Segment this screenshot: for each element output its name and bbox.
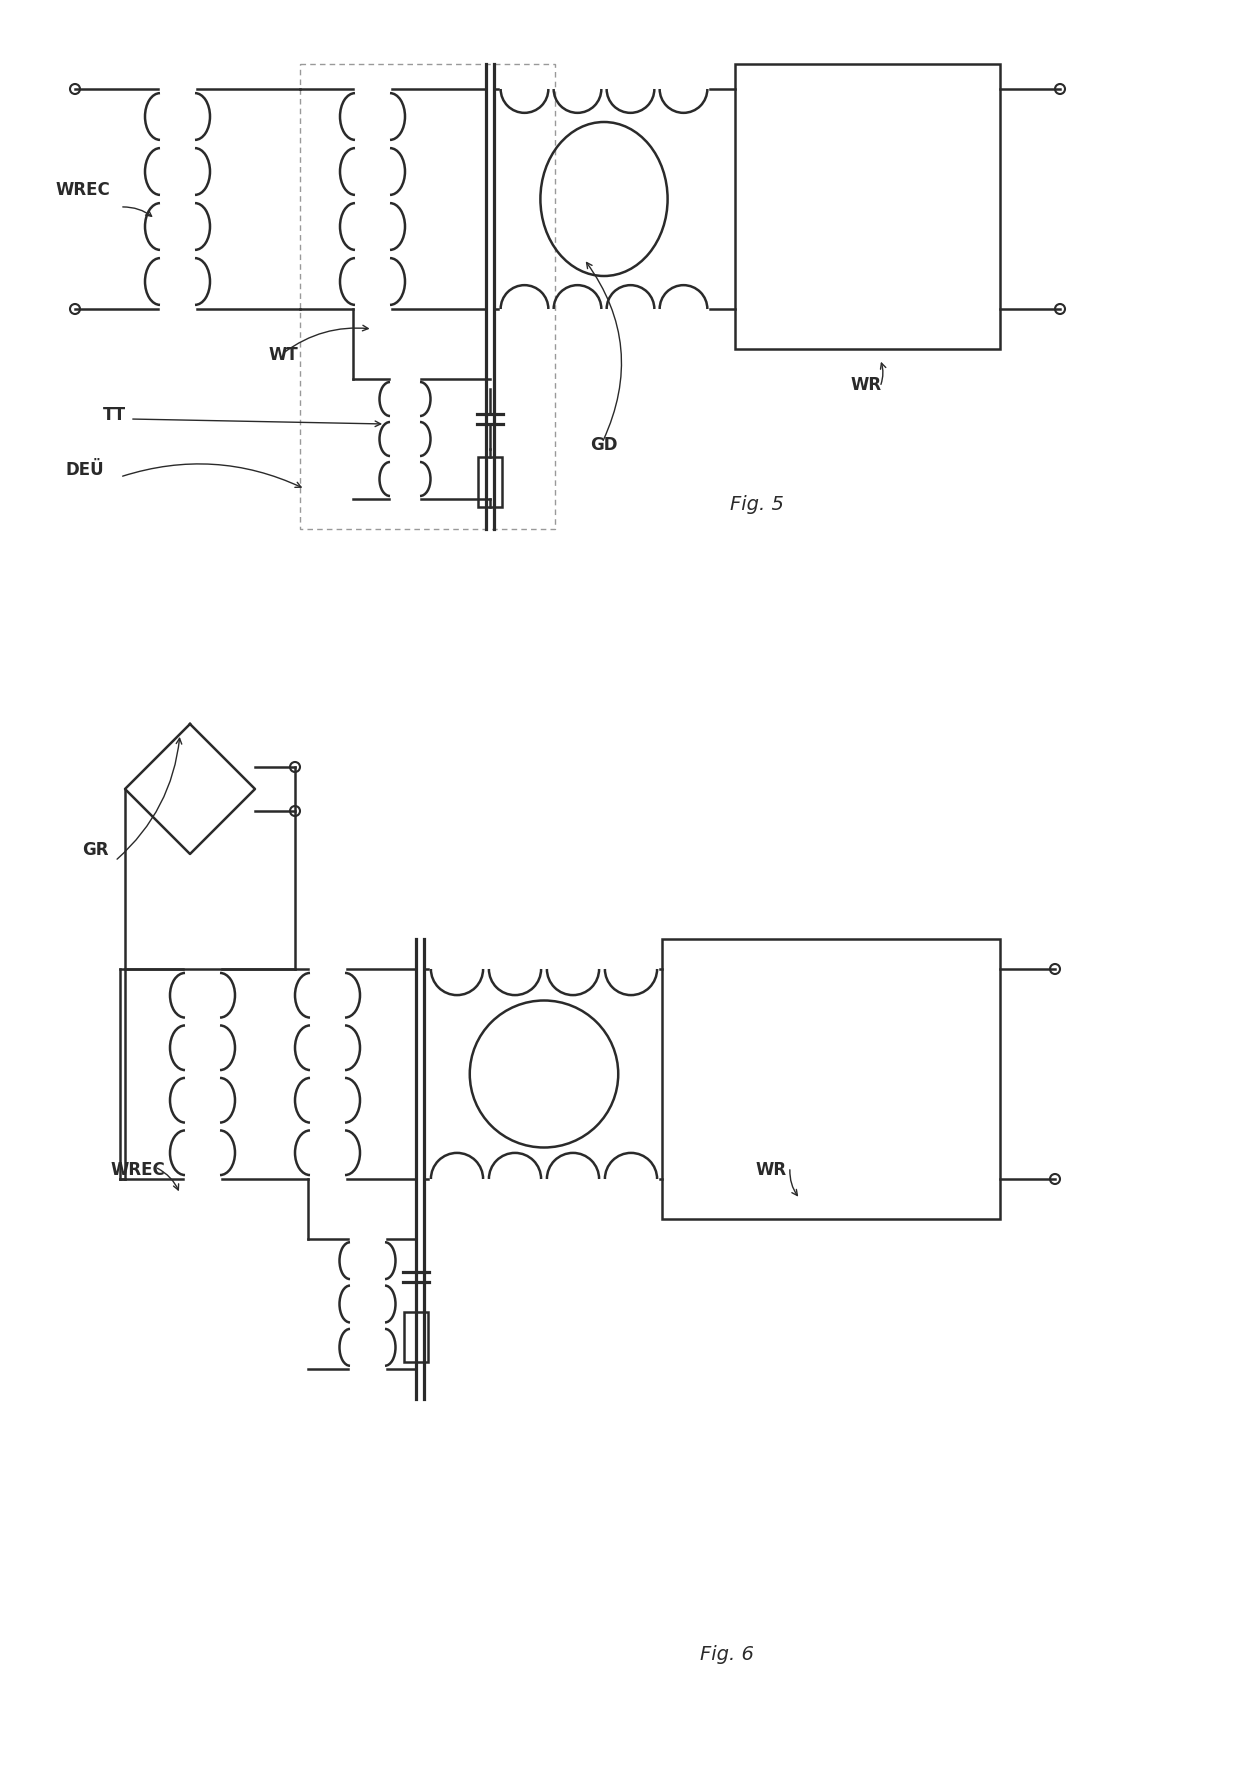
Bar: [300, 66, 556, 530]
Text: WT: WT: [268, 346, 298, 363]
Text: WR: WR: [755, 1160, 786, 1179]
Bar: [404, 1312, 428, 1362]
Bar: [662, 940, 999, 1220]
Bar: [735, 66, 999, 349]
Text: DEÜ: DEÜ: [64, 461, 104, 479]
Text: Fig. 5: Fig. 5: [730, 495, 784, 514]
Bar: [477, 457, 502, 507]
Text: Fig. 6: Fig. 6: [701, 1644, 754, 1663]
Text: GD: GD: [590, 436, 618, 454]
Text: GR: GR: [82, 840, 109, 858]
Text: WREC: WREC: [55, 181, 110, 199]
Text: WR: WR: [849, 376, 882, 394]
Text: TT: TT: [103, 406, 126, 424]
Text: WREC: WREC: [110, 1160, 165, 1179]
